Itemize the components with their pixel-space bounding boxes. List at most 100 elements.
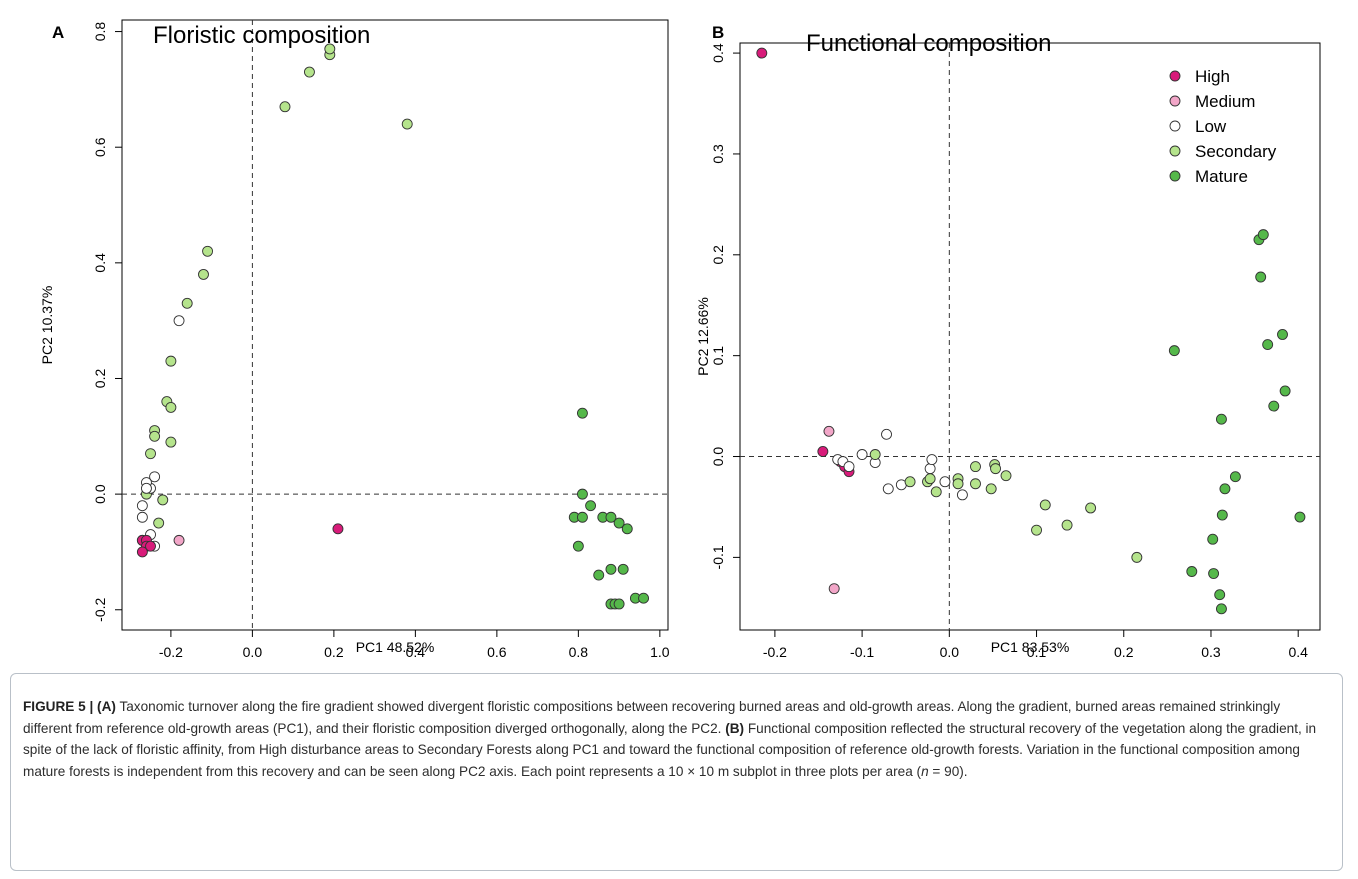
- panel-a-y-axis-label: PC2 10.37%: [39, 286, 55, 365]
- panel-b-x-tick-label: -0.2: [763, 644, 787, 660]
- panel-b-point-secondary: [1031, 524, 1042, 536]
- panel-a-point-secondary: [165, 436, 177, 448]
- panel-a-point-mature: [613, 517, 625, 529]
- panel-b-x-tick-label: 0.2: [1114, 644, 1134, 660]
- panel-a-point-mature: [572, 540, 584, 552]
- panel-b-point-secondary: [985, 483, 997, 495]
- panel-a-point-mature: [576, 488, 588, 500]
- legend-marker-low: [1169, 120, 1181, 132]
- panel-b-plot-frame: [739, 42, 1321, 631]
- panel-b-point-mature: [1277, 329, 1288, 340]
- panel-b-point-mature: [1215, 603, 1227, 615]
- panel-b-point-low: [926, 454, 938, 465]
- legend-label-mature: Mature: [1195, 167, 1248, 186]
- panel-b-y-tick-label: 0.4: [710, 43, 726, 63]
- panel-a-title: Floristic composition: [153, 22, 370, 49]
- panel-b-y-tick-label: 0.1: [710, 346, 726, 366]
- panel-b-point-medium: [823, 425, 835, 437]
- panel-a-x-axis-label: PC1 48.52%: [356, 639, 435, 655]
- legend-label-low: Low: [1195, 117, 1227, 136]
- panel-b-x-tick-label: 0.4: [1288, 644, 1308, 660]
- panel-a-point-high: [136, 546, 148, 558]
- panel-a-y-tick-label: 0.6: [92, 137, 108, 157]
- panel-b-x-axis-label: PC1 83.53%: [991, 639, 1070, 655]
- panel-b-point-secondary: [970, 478, 981, 490]
- panel-a-x-tick-label: -0.2: [159, 644, 183, 660]
- panel-b-point-mature: [1262, 339, 1274, 351]
- panel-a-x-tick-label: 0.2: [324, 644, 344, 660]
- panel-a-point-mature: [576, 511, 588, 523]
- panel-b-point-mature: [1229, 471, 1241, 483]
- panel-a-x-tick-label: 0.0: [243, 644, 263, 660]
- panel-b-point-medium: [828, 583, 840, 595]
- panel-b-point-low: [924, 463, 936, 475]
- panel-b-point-mature: [1207, 533, 1219, 545]
- panel-b-point-low: [881, 428, 892, 440]
- panel-b-point-mature: [1215, 413, 1227, 425]
- panel-b-letter: B: [712, 23, 724, 42]
- panel-a-y-tick-label: -0.2: [92, 597, 108, 621]
- panel-a-point-low: [173, 315, 185, 327]
- panel-a-point-mature: [576, 407, 588, 419]
- caption-text-end: = 90).: [928, 763, 968, 779]
- caption-text-a: Taxonomic turnover along the fire gradie…: [23, 699, 1281, 736]
- panel-b-point-mature: [1208, 568, 1220, 579]
- legend-marker-high: [1169, 70, 1181, 82]
- caption-text-b: Functional composition reflected the str…: [23, 720, 1317, 779]
- panel-a-y-tick-label: 0.4: [92, 253, 108, 273]
- panel-b-point-secondary: [990, 463, 1001, 475]
- panel-b-point-low: [856, 449, 868, 460]
- panel-a-point-mature: [621, 523, 633, 535]
- panel-b-point-mature: [1255, 271, 1267, 283]
- panel-a-point-secondary: [324, 43, 336, 55]
- panel-b-point-high: [756, 47, 768, 59]
- panel-a-y-tick-label: 0.8: [92, 22, 108, 42]
- panel-a-point-high: [332, 523, 344, 535]
- panel-a-x-tick-label: 0.8: [569, 644, 589, 660]
- figure-caption: FIGURE 5 | (A) Taxonomic turnover along …: [10, 673, 1343, 871]
- panel-a-point-secondary: [181, 297, 193, 309]
- panel-a-y-tick-label: 0.2: [92, 369, 108, 389]
- panel-a-point-mature: [613, 598, 625, 610]
- panel-b-point-mature: [1216, 509, 1228, 521]
- panel-b-point-secondary: [924, 473, 936, 485]
- panel-a-plot-frame: [121, 19, 669, 631]
- panel-b-point-secondary: [1061, 519, 1073, 531]
- panel-a-x-tick-label: 0.6: [487, 644, 507, 660]
- legend-marker-medium: [1169, 95, 1181, 107]
- panel-a-point-secondary: [303, 66, 315, 78]
- panel-a-x-tick-label: 0.4: [406, 644, 426, 660]
- panel-b-point-secondary: [930, 486, 942, 498]
- panel-b-x-tick-label: 0.3: [1201, 644, 1221, 660]
- panel-b-point-mature: [1257, 229, 1269, 241]
- panel-b-point-secondary: [1131, 551, 1143, 563]
- caption-label-b: (B): [725, 720, 745, 736]
- legend-label-high: High: [1195, 67, 1230, 86]
- figure-svg: -0.2 0.0 0.2 0.4 0.6 0.8 1.0 -0.2 0.0 0.2 0.4 0.6 0.…: [39, 19, 1321, 660]
- panel-b-y-tick-label: 0.2: [710, 245, 726, 265]
- panel-b-x-tick-label: 0.0: [940, 644, 960, 660]
- panel-b-x-tick-label: -0.1: [850, 644, 874, 660]
- panel-b-title: Functional composition: [806, 30, 1051, 57]
- panel-b-point-mature: [1186, 566, 1198, 577]
- panel-a-point-secondary: [401, 118, 413, 130]
- panel-b-point-low: [843, 461, 855, 473]
- panel-a-point-high: [145, 540, 156, 552]
- panel-b-point-secondary: [869, 449, 881, 460]
- panel-b-point-secondary: [1085, 502, 1097, 514]
- panel-a-letter: A: [52, 23, 64, 42]
- legend-marker-mature: [1169, 170, 1181, 182]
- panel-a-point-mature: [638, 592, 650, 604]
- panel-a-point-low: [136, 500, 148, 512]
- panel-b-y-axis-label: PC2 12.66%: [695, 297, 711, 376]
- panel-a-point-mature: [617, 563, 629, 575]
- panel-a-point-secondary: [279, 101, 291, 113]
- panel-a-x-tick-label: 1.0: [650, 644, 670, 660]
- panel-b-point-mature: [1294, 511, 1306, 523]
- caption-n-symbol: n: [921, 763, 929, 779]
- panel-b-point-secondary: [1000, 470, 1012, 482]
- panel-a-point-secondary: [165, 401, 177, 413]
- panel-b-point-low: [882, 483, 894, 495]
- panel-b-point-mature: [1168, 345, 1180, 357]
- figure: -0.2 0.0 0.2 0.4 0.6 0.8 1.0 -0.2 0.0 0.2 0.4 0.6 0.…: [39, 19, 1321, 660]
